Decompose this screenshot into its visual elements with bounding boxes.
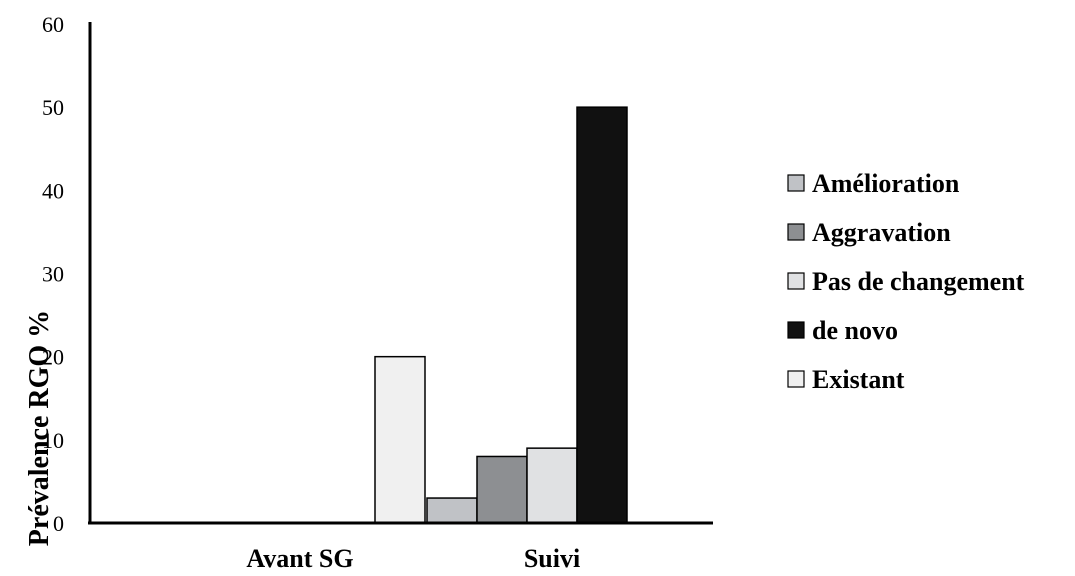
legend-swatch [787,174,805,192]
y-ticks-group: 0 10 20 30 40 50 60 [42,12,64,536]
legend-label: de novo [812,316,898,345]
bar-aggravation-1 [476,455,528,524]
bar-pas-de-changement-1 [526,447,578,524]
legend-swatch [787,321,805,339]
x-category-label: Avant SG [246,544,353,573]
legend-label: Existant [812,365,905,394]
y-tick-label: 20 [42,345,64,370]
bar-de-novo-1 [576,106,628,524]
bars-group [374,106,628,524]
y-tick-label: 0 [53,511,64,536]
x-category-label: Suivi [524,544,580,573]
legend-swatch [787,223,805,241]
legend-swatch [787,370,805,388]
y-tick-label: 30 [42,262,64,287]
legend-label: Aggravation [812,218,951,247]
y-tick-label: 60 [42,12,64,37]
legend-label: Pas de changement [812,267,1025,296]
bar-existant-0 [374,355,426,524]
legend-swatch [787,272,805,290]
legend-label: Amélioration [812,169,960,198]
y-tick-label: 10 [42,428,64,453]
y-axis-title: Prévalence RGO % [24,310,55,546]
y-tick-label: 40 [42,178,64,203]
y-tick-label: 50 [42,95,64,120]
x-labels-group: Avant SG Suivi [246,544,580,573]
legend: Amélioration Aggravation Pas de changement… [787,169,1025,394]
bar-am-lioration-1 [426,497,478,524]
